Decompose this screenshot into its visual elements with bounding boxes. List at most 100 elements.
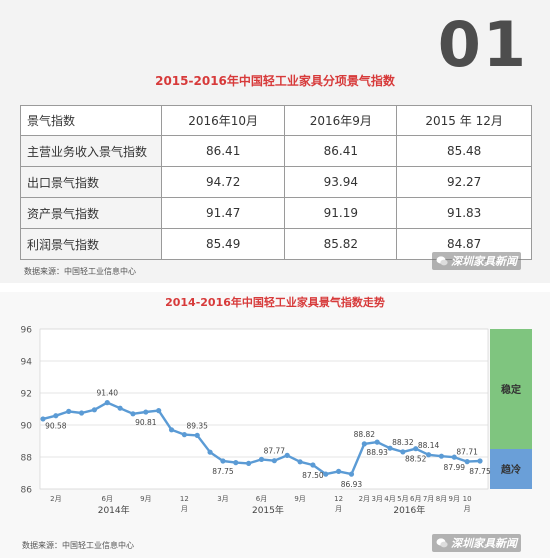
table-cell: 85.82 (284, 228, 398, 260)
data-point (271, 458, 277, 464)
data-point (387, 445, 393, 451)
table-row: 出口景气指数 94.72 93.94 92.27 (20, 166, 532, 198)
data-point (361, 441, 367, 447)
zone-label: 稳定 (501, 383, 521, 396)
data-point (130, 411, 136, 417)
section-number: 01 (437, 8, 528, 81)
data-label: 91.40 (97, 389, 119, 398)
table-cell: 91.47 (160, 197, 286, 229)
table-title: 2015-2016年中国轻工业家具分项景气指数 (155, 74, 395, 88)
data-point (400, 449, 406, 455)
data-label: 87.75 (469, 467, 491, 476)
watermark: 深圳家具新闻 (432, 252, 521, 270)
x-tick-label: 2月 (359, 495, 370, 503)
data-label: 88.93 (366, 448, 388, 457)
row-label: 利润景气指数 (20, 228, 162, 260)
grid-lines (39, 328, 489, 490)
x-tick-label: 12 (334, 495, 343, 503)
data-point (104, 400, 110, 406)
data-point (117, 405, 123, 411)
data-point (66, 408, 72, 414)
data-point (451, 454, 457, 460)
year-label: 2015年 (252, 504, 284, 516)
data-point (181, 432, 187, 438)
x-tick-label: 月 (464, 505, 471, 513)
plot-area (39, 328, 489, 490)
column-header: 2016年9月 (284, 105, 398, 136)
panel-divider (0, 283, 550, 292)
data-point (168, 427, 175, 433)
table-cell: 86.41 (284, 135, 398, 167)
table-cell: 91.19 (284, 197, 398, 229)
table-cell: 85.48 (396, 135, 532, 167)
table-panel: 01 2015-2016年中国轻工业家具分项景气指数 景气指数 2016年10月… (0, 0, 550, 283)
zone-label: 趋冷 (501, 463, 521, 476)
table-cell: 85.49 (160, 228, 286, 260)
x-tick-label: 月 (181, 505, 188, 513)
data-point (40, 416, 46, 422)
data-point (194, 432, 200, 438)
column-header: 2015 年 12月 (396, 105, 532, 136)
data-point (438, 453, 445, 459)
x-tick-label: 3月 (217, 495, 228, 503)
data-label: 90.81 (135, 418, 157, 427)
data-point (233, 460, 239, 466)
data-label: 89.35 (186, 421, 208, 430)
data-point (297, 459, 303, 465)
zone-rect (490, 449, 532, 489)
data-point (53, 413, 59, 419)
wechat-icon (436, 538, 448, 548)
watermark-text: 深圳家具新闻 (451, 255, 517, 268)
y-tick-label: 92 (21, 390, 32, 400)
data-label: 87.99 (444, 463, 466, 472)
x-tick-label: 6月 (256, 495, 267, 503)
column-header: 景气指数 (20, 105, 162, 136)
y-tick-label: 90 (21, 422, 33, 432)
x-tick-label: 9月 (140, 495, 151, 503)
data-point (323, 471, 329, 477)
data-label: 86.93 (341, 480, 363, 489)
x-tick-label: 12 (180, 495, 189, 503)
row-label: 出口景气指数 (20, 166, 162, 198)
data-label: 87.50 (302, 471, 324, 480)
data-point (207, 449, 213, 455)
row-label: 资产景气指数 (20, 197, 162, 229)
watermark-text: 深圳家具新闻 (451, 537, 517, 550)
data-labels: 90.58 91.40 90.81 89.35 87.75 87.77 87.50 86.93… (45, 389, 491, 490)
data-point (156, 408, 162, 414)
data-label: 87.75 (212, 467, 234, 476)
data-point (336, 468, 342, 474)
y-tick-label: 88 (21, 454, 33, 464)
data-point (477, 458, 483, 464)
data-point (143, 409, 149, 415)
x-tick-label: 6月 (410, 495, 421, 503)
data-point (425, 452, 432, 458)
watermark: 深圳家具新闻 (432, 534, 521, 552)
data-point (464, 459, 470, 465)
data-point (310, 462, 316, 468)
data-point (220, 458, 226, 464)
year-label: 2014年 (98, 504, 130, 516)
chart-source-note: 数据来源：中国轻工业信息中心 (22, 541, 134, 550)
x-tick-label: 10 (463, 495, 472, 503)
y-tick-label: 96 (21, 326, 33, 336)
zone-rect (490, 329, 532, 449)
x-tick-label: 月 (335, 505, 342, 513)
x-tick-label: 6月 (102, 495, 113, 503)
data-label: 88.52 (405, 455, 427, 464)
x-tick-label: 8月 (436, 495, 447, 503)
table-source-note: 数据来源：中国轻工业信息中心 (24, 267, 136, 276)
data-point (78, 410, 85, 416)
year-label: 2016年 (393, 504, 425, 516)
x-tick-label: 4月 (384, 495, 395, 503)
table-row: 资产景气指数 91.47 91.19 91.83 (20, 197, 532, 229)
column-header: 2016年10月 (160, 105, 286, 136)
x-tick-label: 5月 (397, 495, 408, 503)
table-row: 主营业务收入景气指数 86.41 86.41 85.48 (20, 135, 532, 167)
data-label: 88.82 (354, 430, 376, 439)
table-cell: 91.83 (396, 197, 532, 229)
data-label: 87.71 (456, 448, 478, 457)
index-table: 景气指数 2016年10月 2016年9月 2015 年 12月 主营业务收入景… (20, 105, 532, 260)
